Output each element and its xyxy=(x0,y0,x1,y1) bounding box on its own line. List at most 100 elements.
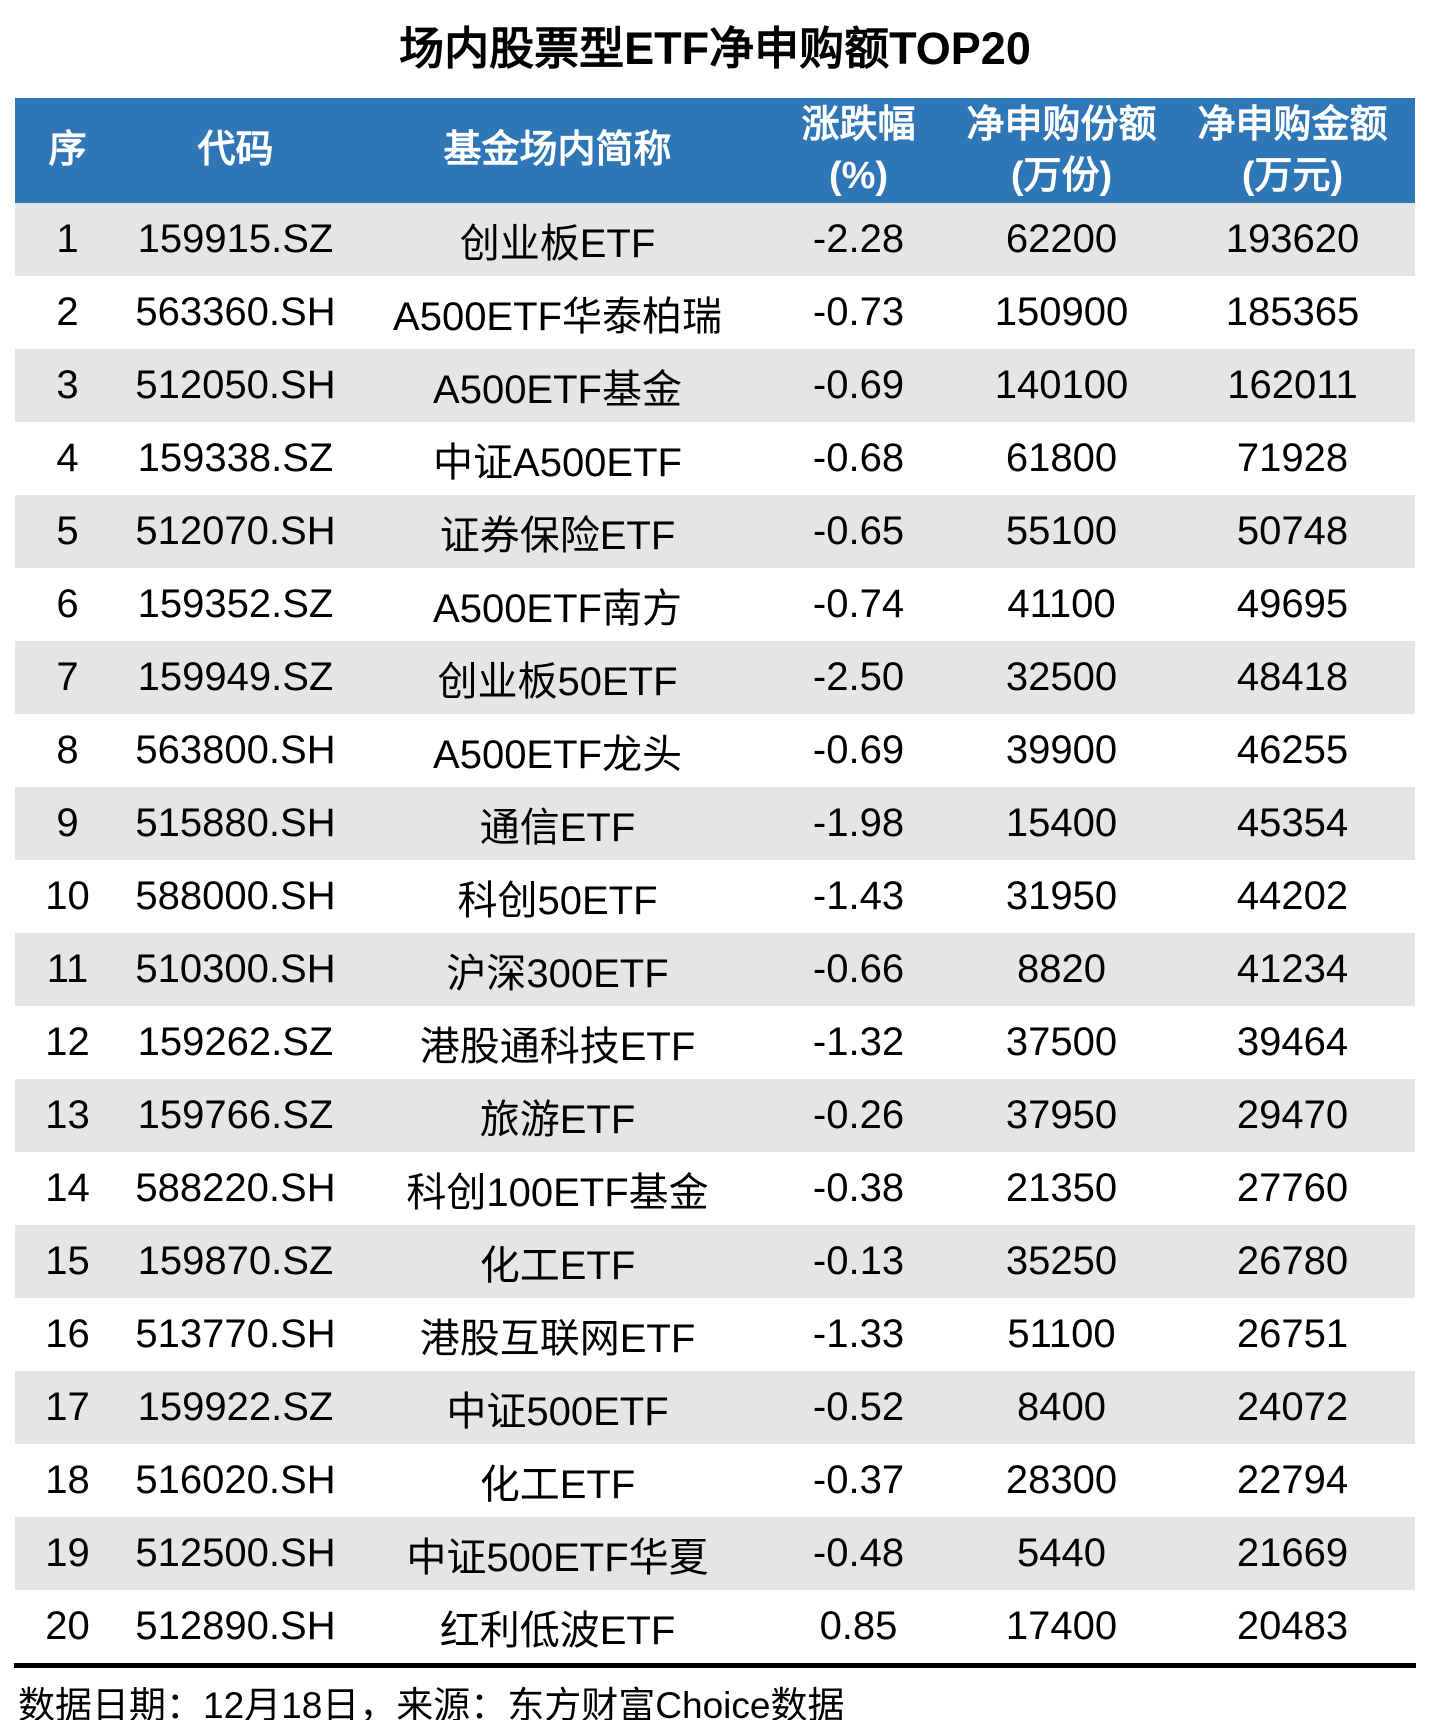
cell-change-pct: -1.98 xyxy=(812,801,905,845)
cell-code: 159949.SZ xyxy=(137,655,334,699)
cell-rank: 18 xyxy=(45,1458,90,1502)
column-header-2: 基金场内简称 xyxy=(351,98,764,203)
column-header-label: 涨跌幅 xyxy=(801,104,916,147)
cell-net-amount: 39464 xyxy=(1236,1020,1349,1064)
table-row: 18 516020.SH 化工ETF -0.37 28300 22794 xyxy=(15,1444,1415,1517)
cell-fund-name: 红利低波ETF xyxy=(439,1608,676,1653)
cell-fund-name: 旅游ETF xyxy=(479,1097,636,1142)
cell-code: 513770.SH xyxy=(135,1312,336,1356)
cell-fund-name: A500ETF龙头 xyxy=(433,732,682,777)
cell-net-shares: 41100 xyxy=(1007,582,1116,626)
cell-net-shares: 39900 xyxy=(1005,728,1118,772)
table-header-row: 序 代码 基金场内简称 涨跌幅 (%) 净申购份额 (万份) 净申购金额 (万元) xyxy=(15,98,1415,203)
column-header-4: 净申购份额 (万份) xyxy=(953,98,1170,203)
cell-net-shares: 61800 xyxy=(1005,436,1118,480)
column-header-label: 净申购金额 xyxy=(1197,104,1388,147)
table-row: 14 588220.SH 科创100ETF基金 -0.38 21350 27760 xyxy=(15,1152,1415,1225)
column-header-label: 净申购份额 xyxy=(966,104,1157,147)
table-row: 17 159922.SZ 中证500ETF -0.52 8400 24072 xyxy=(15,1371,1415,1444)
cell-rank: 17 xyxy=(45,1385,90,1429)
cell-rank: 14 xyxy=(45,1166,90,1210)
cell-net-shares: 150900 xyxy=(994,290,1129,334)
cell-code: 512070.SH xyxy=(135,509,336,553)
cell-rank: 4 xyxy=(56,436,79,480)
cell-net-amount: 26751 xyxy=(1236,1312,1349,1356)
cell-net-amount: 71928 xyxy=(1236,436,1349,480)
column-header-unit: (万份) xyxy=(1010,154,1113,197)
cell-rank: 12 xyxy=(45,1020,90,1064)
cell-change-pct: -1.33 xyxy=(812,1312,905,1356)
cell-fund-name: A500ETF华泰柏瑞 xyxy=(393,294,722,339)
cell-code: 159915.SZ xyxy=(137,217,334,261)
table-row: 11 510300.SH 沪深300ETF -0.66 8820 41234 xyxy=(15,933,1415,1006)
table-row: 1 159915.SZ 创业板ETF -2.28 62200 193620 xyxy=(15,203,1415,276)
cell-net-shares: 8400 xyxy=(1017,1385,1106,1429)
cell-net-shares: 28300 xyxy=(1005,1458,1118,1502)
cell-code: 159922.SZ xyxy=(137,1385,334,1429)
cell-fund-name: 化工ETF xyxy=(479,1243,636,1288)
cell-fund-name: A500ETF基金 xyxy=(433,367,682,412)
cell-net-shares: 17400 xyxy=(1005,1604,1118,1648)
cell-change-pct: -0.48 xyxy=(812,1531,905,1575)
table-row: 3 512050.SH A500ETF基金 -0.69 140100 162011 xyxy=(15,349,1415,422)
cell-fund-name: 创业板ETF xyxy=(459,221,656,266)
cell-fund-name: 中证500ETF xyxy=(446,1389,669,1434)
cell-net-shares: 5440 xyxy=(1017,1531,1106,1575)
column-header-3: 涨跌幅 (%) xyxy=(764,98,953,203)
table-row: 8 563800.SH A500ETF龙头 -0.69 39900 46255 xyxy=(15,714,1415,787)
cell-net-amount: 21669 xyxy=(1236,1531,1349,1575)
cell-rank: 15 xyxy=(45,1239,90,1283)
cell-change-pct: -2.28 xyxy=(812,217,905,261)
cell-code: 515880.SH xyxy=(135,801,336,845)
cell-fund-name: 化工ETF xyxy=(479,1462,636,1507)
cell-net-shares: 140100 xyxy=(994,363,1129,407)
cell-fund-name: 创业板50ETF xyxy=(437,659,678,704)
cell-fund-name: 科创100ETF基金 xyxy=(406,1170,709,1215)
table-row: 6 159352.SZ A500ETF南方 -0.74 41100 49695 xyxy=(15,568,1415,641)
table-row: 12 159262.SZ 港股通科技ETF -1.32 37500 39464 xyxy=(15,1006,1415,1079)
cell-change-pct: -0.26 xyxy=(812,1093,905,1137)
cell-change-pct: -0.68 xyxy=(812,436,905,480)
cell-fund-name: 沪深300ETF xyxy=(446,951,669,996)
cell-rank: 6 xyxy=(56,582,79,626)
cell-net-amount: 48418 xyxy=(1236,655,1349,699)
cell-net-shares: 62200 xyxy=(1005,217,1118,261)
table-row: 15 159870.SZ 化工ETF -0.13 35250 26780 xyxy=(15,1225,1415,1298)
cell-code: 563800.SH xyxy=(135,728,336,772)
cell-change-pct: -0.69 xyxy=(812,728,905,772)
table-body: 1 159915.SZ 创业板ETF -2.28 62200 193620 2 563360.… xyxy=(15,203,1415,1663)
cell-fund-name: 科创50ETF xyxy=(457,878,658,923)
cell-net-amount: 44202 xyxy=(1236,874,1349,918)
page-title: 场内股票型ETF净申购额TOP20 xyxy=(399,23,1031,74)
cell-code: 159870.SZ xyxy=(137,1239,334,1283)
cell-net-amount: 24072 xyxy=(1236,1385,1349,1429)
cell-change-pct: -0.37 xyxy=(812,1458,905,1502)
cell-rank: 13 xyxy=(45,1093,90,1137)
cell-rank: 8 xyxy=(56,728,79,772)
column-header-label: 代码 xyxy=(197,129,274,172)
cell-net-amount: 193620 xyxy=(1225,217,1360,261)
cell-code: 159766.SZ xyxy=(137,1093,334,1137)
cell-fund-name: 通信ETF xyxy=(479,805,636,850)
cell-code: 159352.SZ xyxy=(137,582,334,626)
cell-change-pct: -0.74 xyxy=(812,582,905,626)
cell-fund-name: 港股互联网ETF xyxy=(419,1316,696,1361)
cell-fund-name: 中证500ETF华夏 xyxy=(406,1535,709,1580)
cell-change-pct: 0.85 xyxy=(819,1604,898,1648)
cell-net-amount: 49695 xyxy=(1236,582,1349,626)
cell-rank: 16 xyxy=(45,1312,90,1356)
cell-change-pct: -0.73 xyxy=(812,290,905,334)
table-row: 19 512500.SH 中证500ETF华夏 -0.48 5440 21669 xyxy=(15,1517,1415,1590)
cell-fund-name: 证券保险ETF xyxy=(439,513,676,558)
cell-rank: 10 xyxy=(45,874,90,918)
cell-change-pct: -0.66 xyxy=(812,947,905,991)
column-header-unit: (万元) xyxy=(1241,154,1344,197)
cell-net-shares: 32500 xyxy=(1005,655,1118,699)
cell-code: 512890.SH xyxy=(135,1604,336,1648)
cell-net-amount: 162011 xyxy=(1227,363,1358,407)
cell-rank: 2 xyxy=(56,290,79,334)
cell-fund-name: A500ETF南方 xyxy=(433,586,682,631)
cell-change-pct: -2.50 xyxy=(812,655,905,699)
cell-change-pct: -0.65 xyxy=(812,509,905,553)
